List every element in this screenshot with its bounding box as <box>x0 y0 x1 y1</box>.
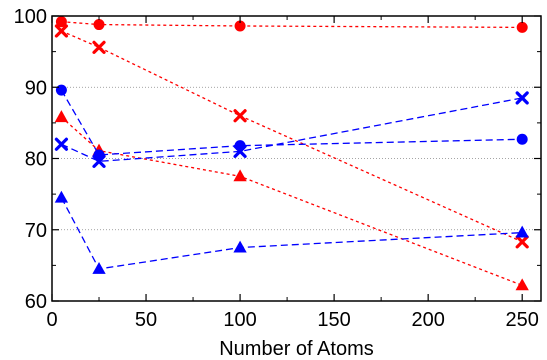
cross-stroke <box>233 144 247 158</box>
series-line <box>61 21 523 29</box>
series-line <box>61 97 523 163</box>
data-point <box>92 40 106 54</box>
series-6 <box>54 190 529 274</box>
data-point <box>92 154 106 168</box>
series-4 <box>55 84 528 161</box>
data-point <box>54 137 69 151</box>
y-tick-label: 100 <box>14 6 47 28</box>
y-tick-label: 70 <box>25 220 47 242</box>
data-point <box>234 20 246 32</box>
x-tick-label: 250 <box>506 309 539 331</box>
cross-stroke <box>515 235 529 249</box>
data-point <box>54 24 69 38</box>
data-point <box>55 16 67 28</box>
series-1 <box>55 16 528 33</box>
data-point <box>515 225 529 238</box>
data-point <box>92 261 106 274</box>
data-point <box>515 91 529 105</box>
series-line <box>61 30 523 243</box>
data-point <box>55 84 67 96</box>
cross-stroke <box>92 40 106 54</box>
cross-stroke <box>54 137 69 151</box>
series-group <box>54 16 529 291</box>
data-point <box>515 235 529 249</box>
plot-frame <box>51 15 542 302</box>
gridlines <box>52 86 541 231</box>
x-tick-label: 0 <box>46 309 57 331</box>
data-point <box>516 133 528 145</box>
data-point <box>54 110 69 123</box>
data-point <box>233 109 247 123</box>
data-point <box>54 190 69 203</box>
x-axis-title: Number of Atoms <box>219 338 374 360</box>
series-2 <box>54 24 529 249</box>
data-point <box>93 19 105 31</box>
cross-stroke <box>92 154 106 168</box>
series-5 <box>54 91 529 168</box>
y-tick-label: 60 <box>25 291 47 313</box>
cross-stroke <box>515 91 529 105</box>
x-tick-label: 100 <box>223 309 256 331</box>
series-line <box>60 116 523 286</box>
x-tick-label: 150 <box>317 309 350 331</box>
x-tick-label: 200 <box>411 309 444 331</box>
data-point <box>233 144 247 158</box>
cross-stroke <box>233 109 247 123</box>
data-point <box>516 21 528 33</box>
cross-stroke <box>54 24 69 38</box>
data-point <box>233 169 247 182</box>
series-3 <box>54 110 529 291</box>
x-tick-label: 50 <box>135 309 157 331</box>
axis-ticks: 60 70 80 90 100 0 50 100 150 200 250 <box>14 6 541 331</box>
data-point <box>515 278 529 291</box>
y-tick-label: 90 <box>25 77 47 99</box>
series-line <box>60 89 523 156</box>
y-tick-label: 80 <box>25 149 47 171</box>
data-point <box>233 240 247 253</box>
series-line <box>60 197 523 270</box>
